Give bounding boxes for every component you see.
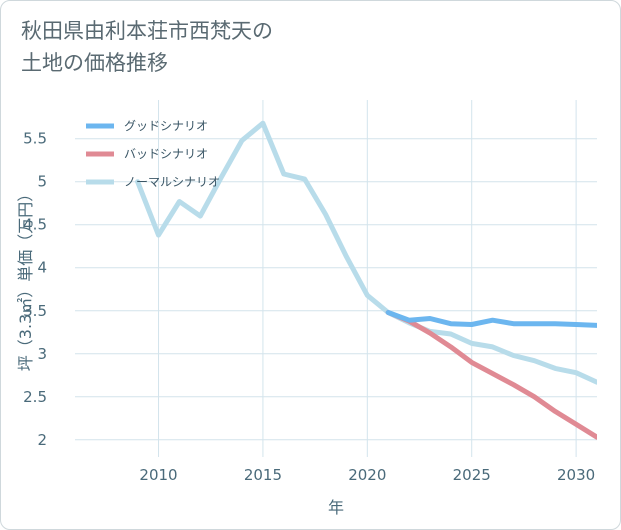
series-line-3 [135, 120, 597, 385]
x-tick-label: 2015 [244, 466, 282, 484]
y-tick-label: 4.5 [23, 216, 47, 234]
y-tick-label: 4 [37, 259, 47, 277]
plot-area [75, 100, 597, 457]
x-tick-label: 2030 [557, 466, 595, 484]
y-tick-label: 2.5 [23, 388, 47, 406]
series-line-2 [385, 310, 597, 440]
y-axis-title: 坪（3.3㎡）単価（万円） [16, 186, 35, 371]
y-tick-label: 3 [37, 345, 47, 363]
legend-label: バッドシナリオ [124, 147, 208, 161]
y-tick-label: 2 [37, 431, 47, 449]
legend-label: グッドシナリオ [124, 119, 208, 133]
x-axis-title: 年 [328, 498, 344, 517]
chart-title: 秋田県由利本荘市西梵天の 土地の価格推移 [21, 15, 581, 79]
x-tick-label: 2025 [453, 466, 491, 484]
y-tick-label: 5 [37, 173, 47, 191]
chart-title-line2: 土地の価格推移 [21, 51, 168, 75]
y-tick-label: 3.5 [23, 302, 47, 320]
chart-title-line1: 秋田県由利本荘市西梵天の [21, 19, 273, 43]
x-tick-label: 2020 [348, 466, 386, 484]
legend-label: ノーマルシナリオ [124, 175, 220, 189]
series-line-1 [385, 310, 597, 328]
y-tick-label: 5.5 [23, 130, 47, 148]
x-tick-label: 2010 [139, 466, 177, 484]
